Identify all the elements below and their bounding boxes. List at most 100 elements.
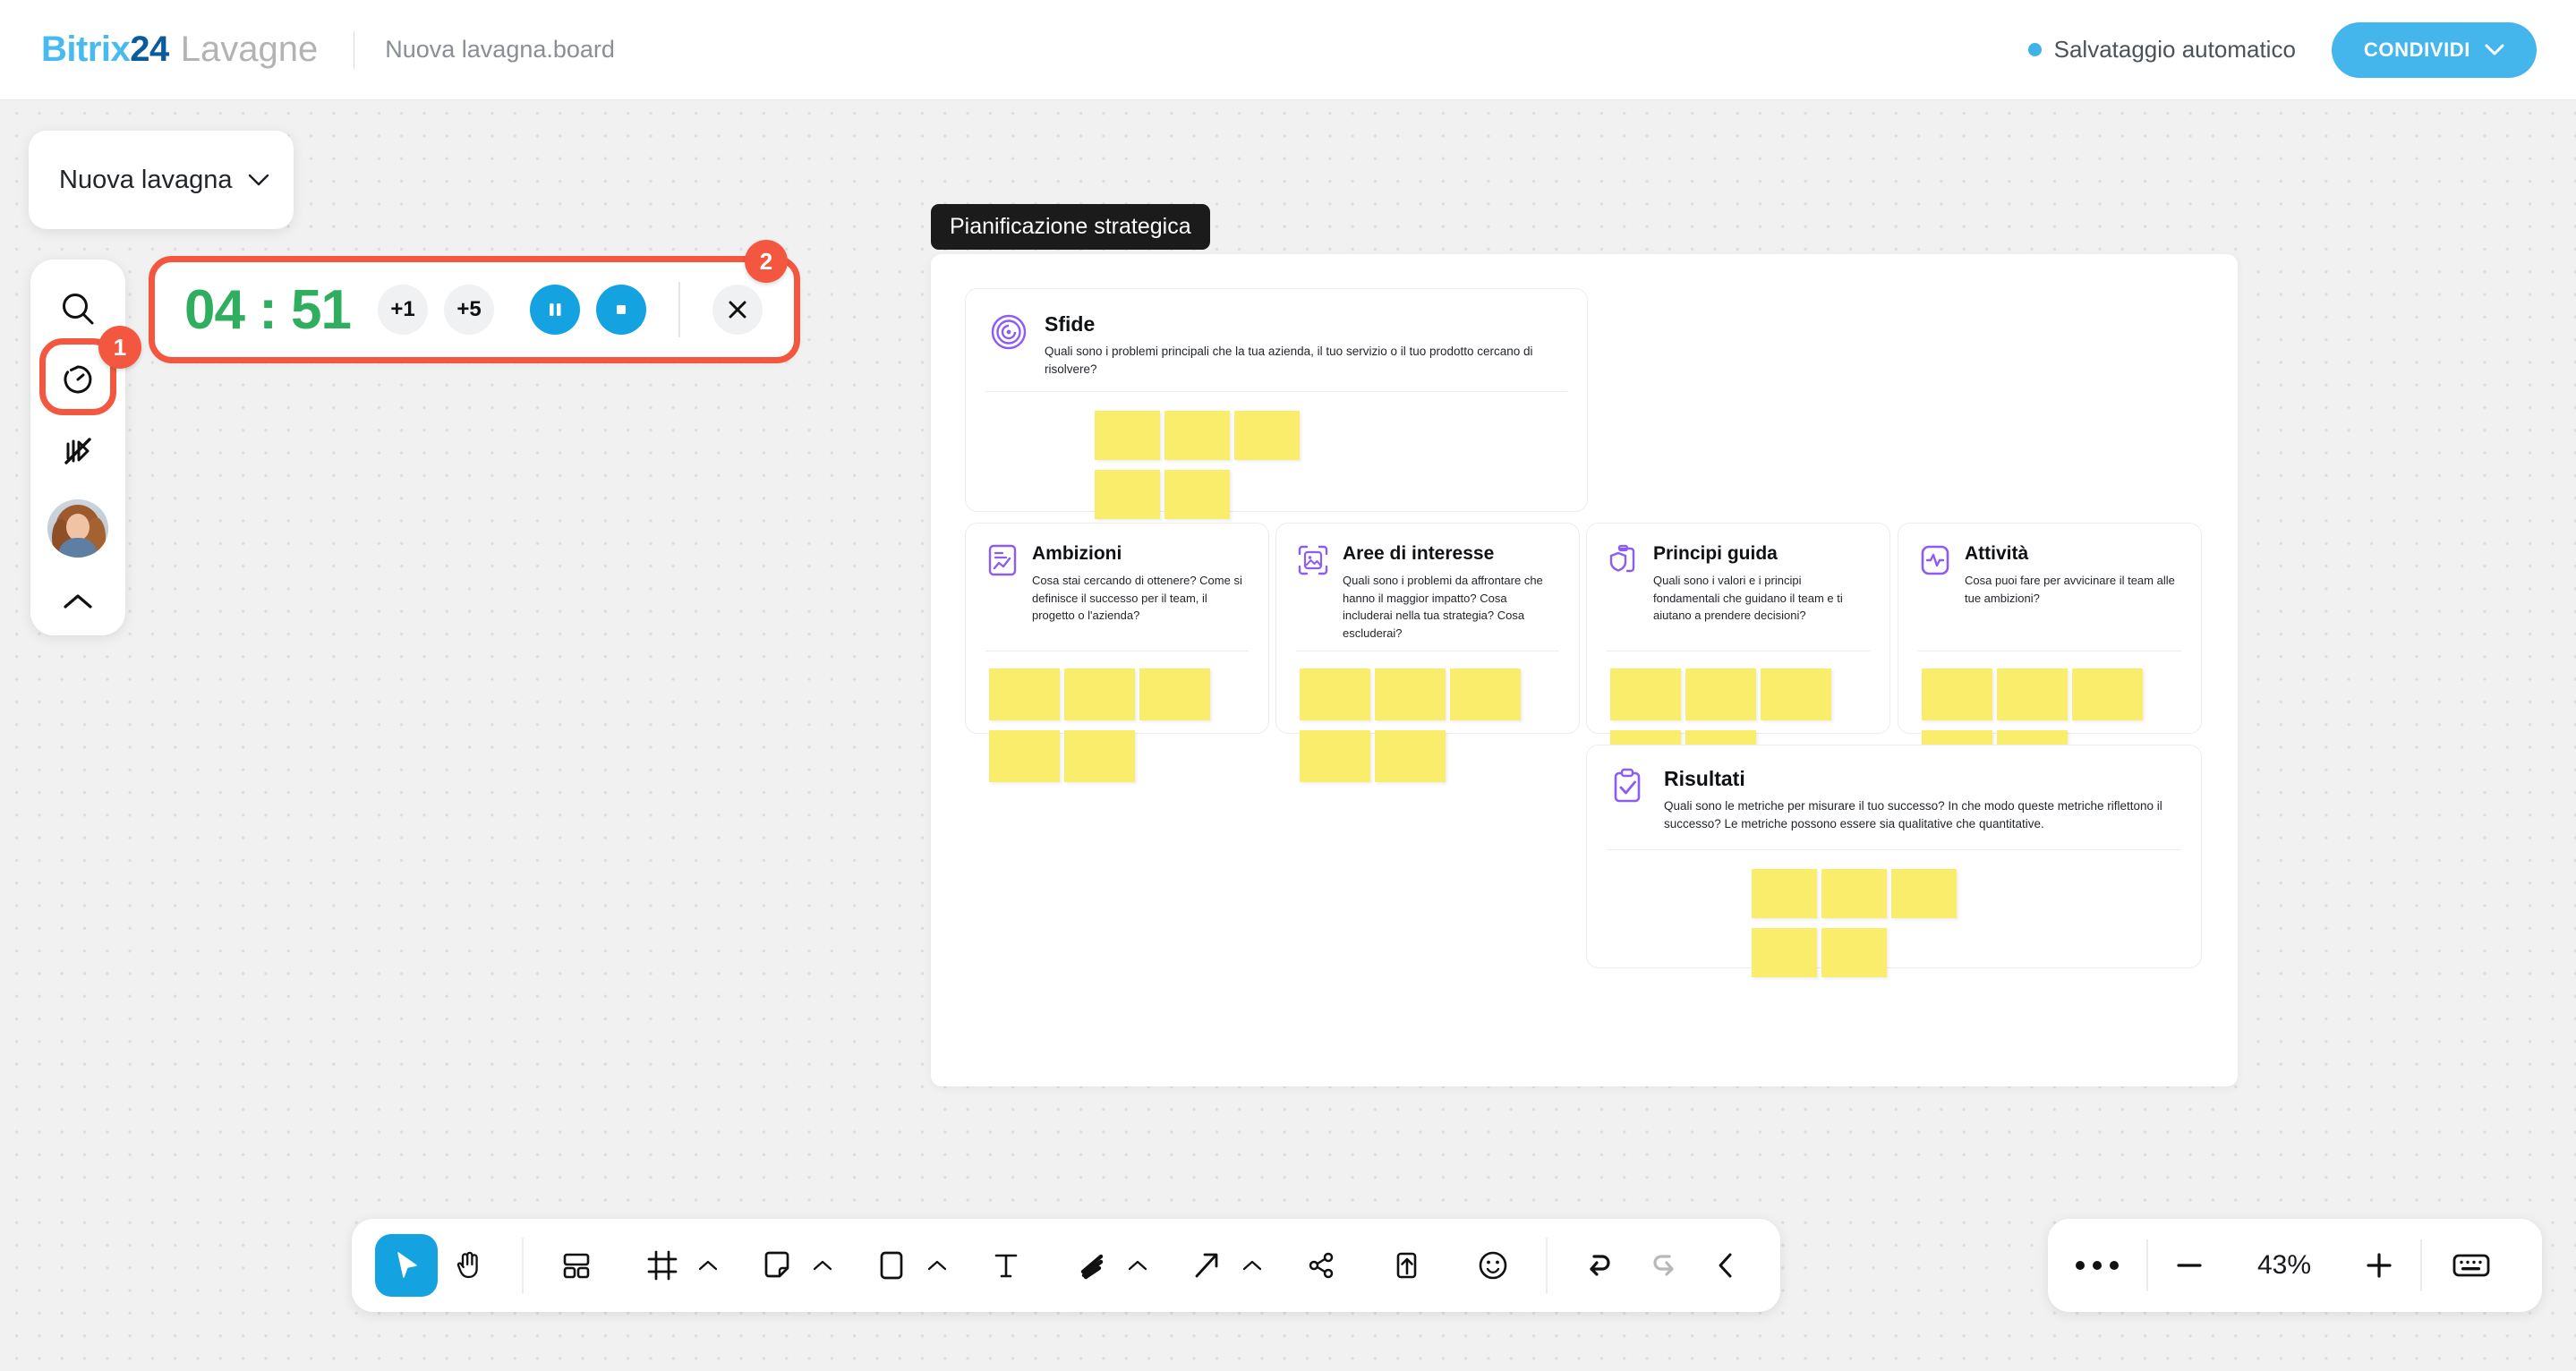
- template-tool-button[interactable]: [545, 1234, 608, 1297]
- timer-pause-button[interactable]: [530, 285, 581, 335]
- timer-close-button[interactable]: [712, 285, 763, 335]
- card-aree-di-interesse[interactable]: Aree di interesse Quali sono i problemi …: [1275, 523, 1580, 782]
- card-sfide[interactable]: Sfide Quali sono i problemi principali c…: [965, 288, 1588, 519]
- document-name[interactable]: Nuova lavagna.board: [385, 36, 615, 63]
- autosave-label: Salvataggio automatico: [2053, 36, 2296, 63]
- zoom-out-button[interactable]: [2148, 1246, 2231, 1285]
- timer-add-five-button[interactable]: +5: [444, 285, 495, 335]
- card-description: Cosa stai cercando di ottenere? Come si …: [1032, 574, 1242, 623]
- sticky-note-tool-button[interactable]: [746, 1234, 808, 1297]
- pen-tool-button[interactable]: [1061, 1234, 1123, 1297]
- scribble-icon: [1080, 1254, 1104, 1280]
- sticky-note[interactable]: [1164, 411, 1230, 460]
- sticky-note[interactable]: [1064, 730, 1135, 782]
- arrow-tool-caret[interactable]: [1241, 1259, 1263, 1273]
- sticky-note[interactable]: [1752, 928, 1817, 977]
- share-button[interactable]: CONDIVIDI: [2331, 21, 2537, 78]
- upload-tool-button[interactable]: [1376, 1234, 1438, 1297]
- redo-button[interactable]: [1632, 1234, 1694, 1297]
- sticky-note[interactable]: [2072, 668, 2143, 720]
- undo-button[interactable]: [1569, 1234, 1632, 1297]
- sticky-note[interactable]: [1891, 869, 1957, 918]
- emoji-tool-button[interactable]: [1462, 1234, 1524, 1297]
- select-tool-button[interactable]: [375, 1234, 438, 1297]
- bitrix24-logo[interactable]: Bitrix 24 Lavagne: [41, 30, 318, 70]
- sticky-note[interactable]: [1064, 668, 1135, 720]
- sticky-note[interactable]: [1234, 411, 1300, 460]
- timer-divider: [678, 282, 681, 337]
- sticky-note[interactable]: [1450, 668, 1521, 720]
- sticky-note-tool-caret[interactable]: [812, 1259, 833, 1273]
- pen-tool-caret[interactable]: [1127, 1259, 1148, 1273]
- connector-tool-button[interactable]: [1290, 1234, 1352, 1297]
- sticky-note-group[interactable]: [1300, 668, 1521, 782]
- rail-timer-button[interactable]: [43, 346, 113, 412]
- avatar-body: [58, 537, 98, 558]
- toolbar-divider: [1546, 1238, 1548, 1293]
- redo-icon: [1653, 1255, 1674, 1276]
- sticky-note-group[interactable]: [989, 668, 1210, 782]
- avatar[interactable]: [47, 499, 108, 558]
- sticky-note[interactable]: [1300, 730, 1370, 782]
- frame-tool-caret[interactable]: [697, 1259, 719, 1273]
- sticky-note[interactable]: [1375, 730, 1446, 782]
- sticky-note[interactable]: [1139, 668, 1210, 720]
- sticky-note[interactable]: [989, 730, 1060, 782]
- card-header: Attività Cosa puoi fare per avvicinare i…: [1898, 524, 2201, 607]
- text-tool-button[interactable]: [975, 1234, 1037, 1297]
- zoombar-divider: [2146, 1239, 2148, 1291]
- timer-stop-button[interactable]: [596, 285, 647, 335]
- rail-search-button[interactable]: [43, 276, 113, 341]
- sticky-note[interactable]: [1095, 411, 1160, 460]
- timer-display: 04 : 51: [184, 278, 352, 341]
- sticky-note[interactable]: [1752, 869, 1817, 918]
- zoom-level-value[interactable]: 43%: [2256, 1250, 2312, 1280]
- sticky-note[interactable]: [1685, 668, 1756, 720]
- card-attivita[interactable]: Attività Cosa puoi fare per avvicinare i…: [1898, 523, 2202, 782]
- cursor-icon: [397, 1252, 417, 1278]
- plus-icon: [2367, 1253, 2392, 1278]
- sticky-note[interactable]: [1761, 668, 1831, 720]
- toolbar-divider: [522, 1238, 524, 1293]
- card-risultati[interactable]: Risultati Quali sono le metriche per mis…: [1586, 745, 2202, 977]
- card-header: Risultati Quali sono le metriche per mis…: [1587, 745, 2201, 833]
- sticky-note[interactable]: [1610, 668, 1681, 720]
- card-principi-guida[interactable]: Principi guida Quali sono i valori e i p…: [1586, 523, 1890, 782]
- more-options-button[interactable]: [2048, 1261, 2146, 1270]
- frame-title-tooltip: Pianificazione strategica: [931, 204, 1210, 250]
- arrow-tool-button[interactable]: [1175, 1234, 1238, 1297]
- sticky-note-group[interactable]: [1752, 869, 1957, 977]
- collapse-toolbar-button[interactable]: [1694, 1234, 1757, 1297]
- chevron-up-icon: [927, 1260, 947, 1270]
- keyboard-shortcuts-button[interactable]: [2422, 1249, 2521, 1282]
- shape-tool-caret[interactable]: [926, 1259, 948, 1273]
- card-header: Aree di interesse Quali sono i problemi …: [1276, 524, 1579, 642]
- card-text: Risultati Quali sono le metriche per mis…: [1664, 767, 2201, 833]
- rail-mute-presentation-button[interactable]: [43, 418, 113, 483]
- timer-icon: [64, 365, 92, 394]
- card-divider: [1607, 849, 2181, 850]
- note-row: [1300, 668, 1521, 720]
- undo-icon: [1590, 1255, 1610, 1276]
- zoom-in-button[interactable]: [2338, 1246, 2420, 1285]
- frame-tool-button[interactable]: [631, 1234, 694, 1297]
- board-frame[interactable]: Sfide Quali sono i problemi principali c…: [931, 254, 2238, 1086]
- shape-tool-button[interactable]: [860, 1234, 923, 1297]
- card-ambizioni[interactable]: Ambizioni Cosa stai cercando di ottenere…: [965, 523, 1269, 782]
- sticky-note[interactable]: [1164, 470, 1230, 519]
- sticky-note[interactable]: [1300, 668, 1370, 720]
- timer-add-one-button[interactable]: +1: [378, 285, 429, 335]
- sticky-note[interactable]: [1997, 668, 2068, 720]
- sticky-note-group[interactable]: [1095, 411, 1300, 519]
- sticky-note[interactable]: [1095, 470, 1160, 519]
- sticky-note[interactable]: [1375, 668, 1446, 720]
- note-row: [989, 730, 1210, 782]
- sticky-note[interactable]: [1922, 668, 1992, 720]
- hand-tool-button[interactable]: [438, 1234, 500, 1297]
- sticky-note[interactable]: [1821, 869, 1887, 918]
- image-frame-icon: [1298, 545, 1328, 575]
- sticky-note[interactable]: [989, 668, 1060, 720]
- sticky-note[interactable]: [1821, 928, 1887, 977]
- rail-expand-button[interactable]: [43, 570, 113, 635]
- board-selector[interactable]: Nuova lavagna: [29, 131, 294, 229]
